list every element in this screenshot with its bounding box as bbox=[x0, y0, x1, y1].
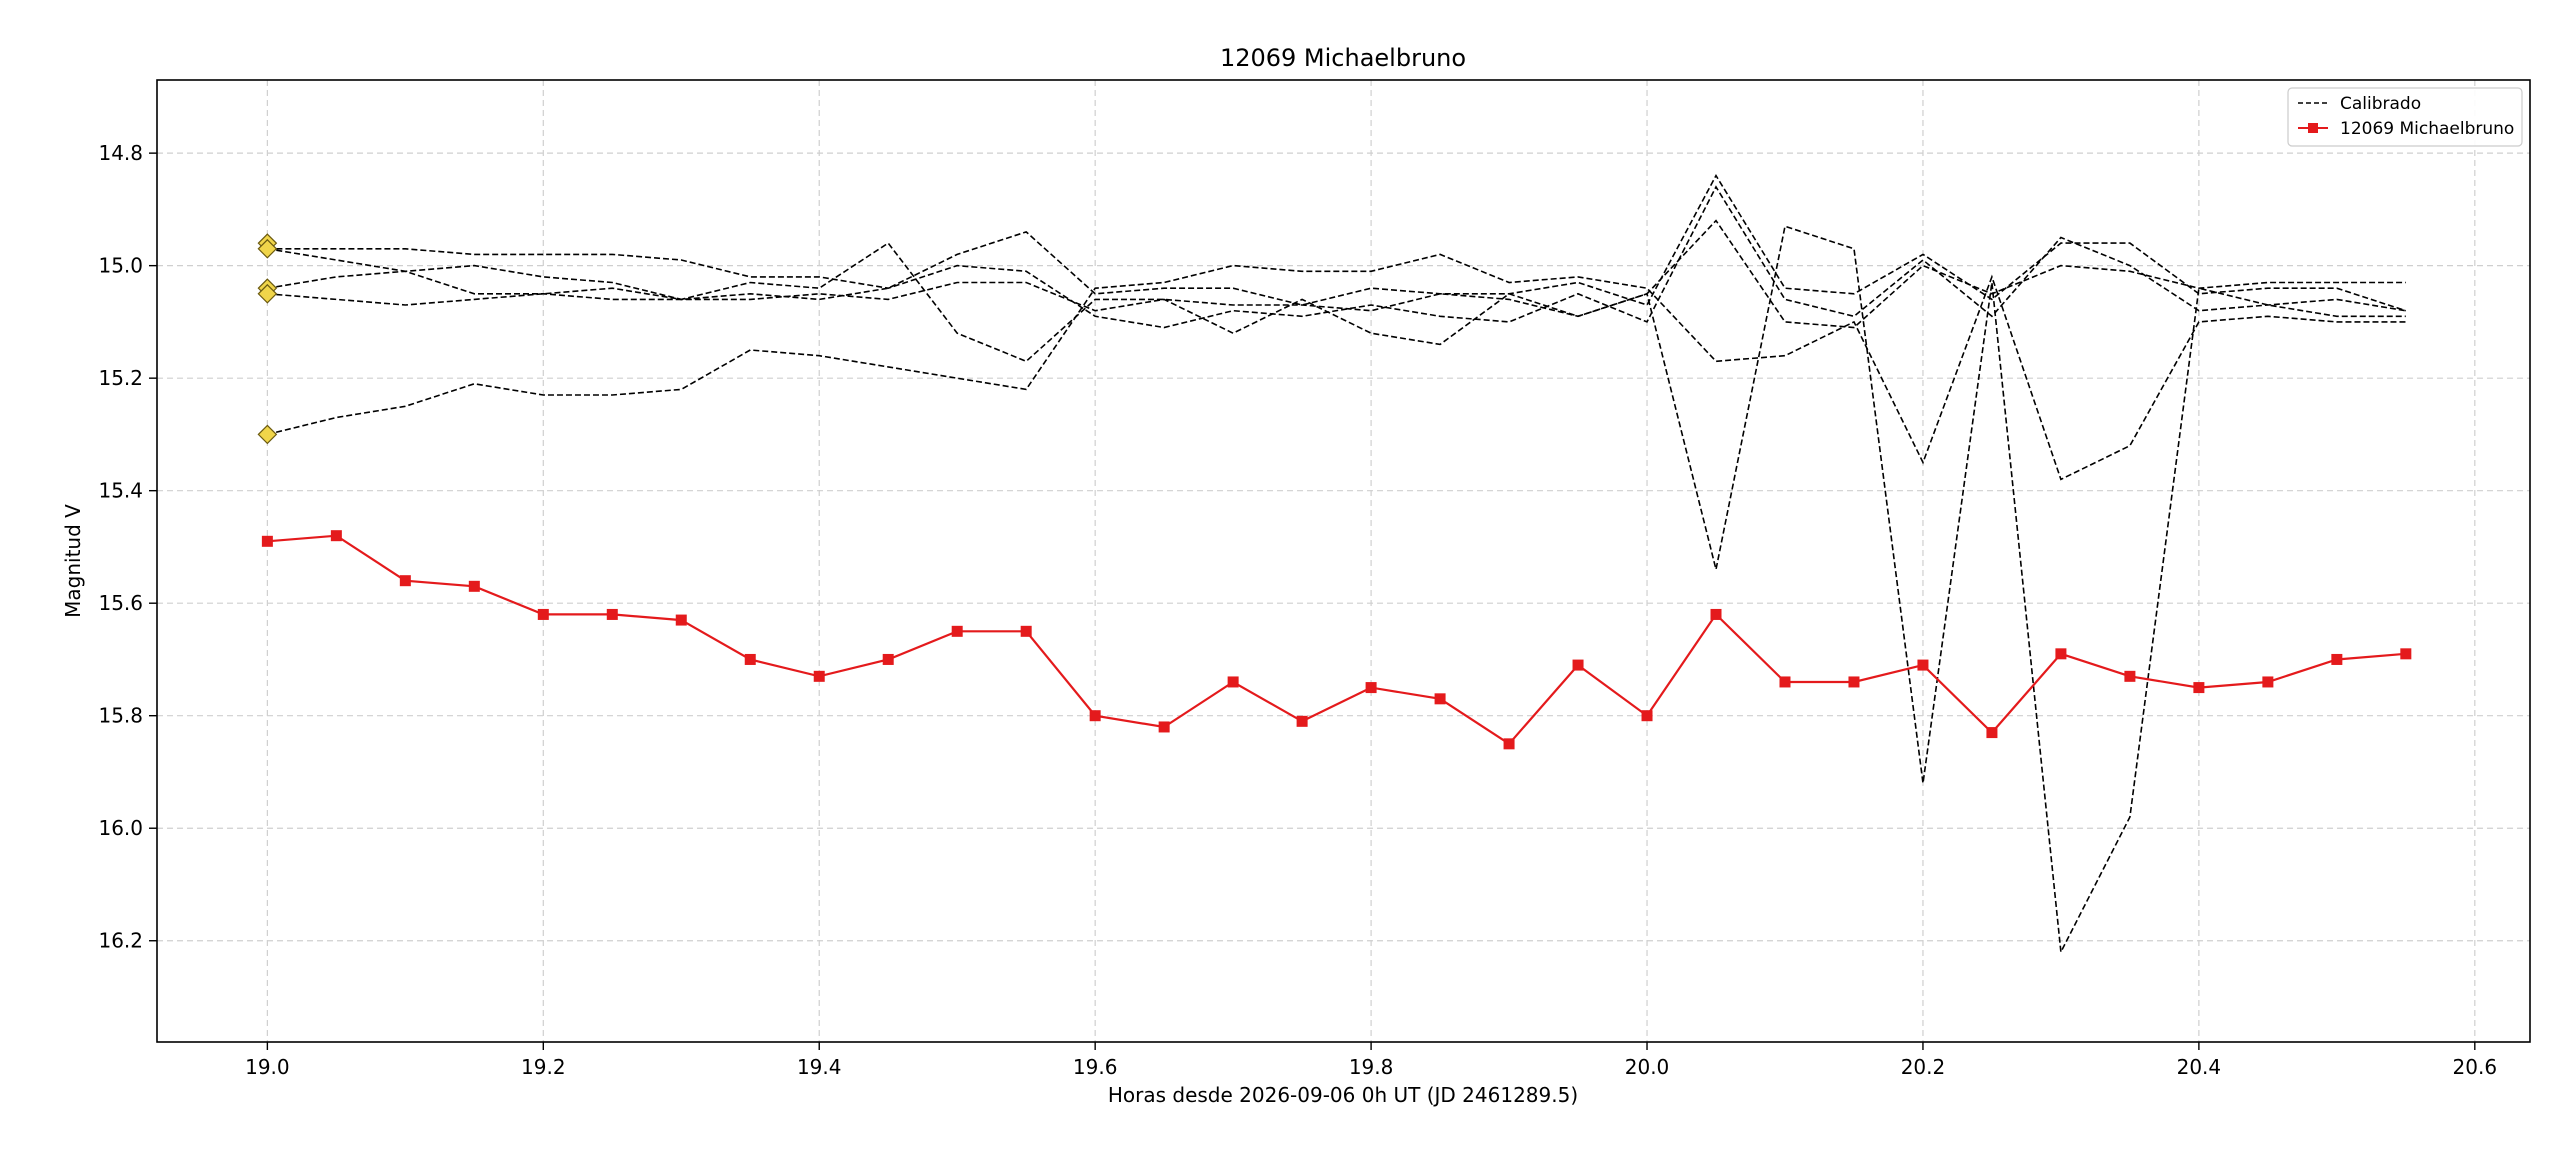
target-point bbox=[2262, 676, 2274, 688]
x-tick-label: 19.6 bbox=[1073, 1055, 1118, 1079]
target-point bbox=[2055, 648, 2067, 660]
target-point bbox=[1020, 625, 1032, 637]
y-tick-label: 15.2 bbox=[98, 366, 143, 390]
x-axis-label: Horas desde 2026-09-06 0h UT (JD 2461289… bbox=[1108, 1083, 1578, 1107]
x-tick-label: 19.4 bbox=[797, 1055, 842, 1079]
target-point bbox=[1503, 738, 1515, 750]
target-point bbox=[606, 608, 618, 620]
target-point bbox=[1365, 682, 1377, 694]
calibration-lines bbox=[267, 173, 2407, 955]
legend-target-label: 12069 Michaelbruno bbox=[2340, 119, 2514, 139]
y-tick-label: 15.0 bbox=[98, 254, 143, 278]
y-tick-label: 16.0 bbox=[98, 816, 143, 840]
target-point bbox=[1089, 710, 1101, 722]
target-point bbox=[882, 653, 894, 665]
y-axis-label: Magnitud V bbox=[61, 504, 85, 618]
start-markers bbox=[257, 233, 278, 445]
calibration-line bbox=[267, 185, 2406, 329]
y-tick-label: 14.8 bbox=[98, 141, 143, 165]
target-point bbox=[1986, 727, 1998, 739]
x-tick-label: 20.6 bbox=[2453, 1055, 2498, 1079]
target-point bbox=[813, 670, 825, 682]
target-point bbox=[1158, 721, 1170, 733]
target-point bbox=[261, 535, 273, 547]
target-point bbox=[1434, 693, 1446, 705]
target-point bbox=[1848, 676, 1860, 688]
x-tick-label: 19.0 bbox=[245, 1055, 290, 1079]
target-point bbox=[744, 653, 756, 665]
start-marker bbox=[257, 283, 278, 304]
target-point bbox=[330, 530, 342, 542]
target-series bbox=[261, 530, 2412, 750]
x-axis: 19.0 19.2 19.4 19.6 19.8 20.0 20.2 20.4 20.6 bbox=[245, 1042, 2497, 1079]
target-point bbox=[1641, 710, 1653, 722]
y-tick-label: 15.8 bbox=[98, 704, 143, 728]
y-tick-label: 15.6 bbox=[98, 591, 143, 615]
legend-target-marker bbox=[2308, 123, 2318, 133]
target-point bbox=[537, 608, 549, 620]
target-point bbox=[1917, 659, 1929, 671]
target-point bbox=[2124, 670, 2136, 682]
target-point bbox=[675, 614, 687, 626]
calibration-line bbox=[267, 225, 2406, 955]
legend-box bbox=[2287, 87, 2523, 147]
calibration-line bbox=[267, 219, 2406, 346]
x-tick-label: 20.4 bbox=[2177, 1055, 2222, 1079]
y-tick-label: 15.4 bbox=[98, 479, 143, 503]
y-tick-label: 16.2 bbox=[98, 929, 143, 953]
x-tick-label: 19.2 bbox=[521, 1055, 566, 1079]
target-point bbox=[2331, 653, 2343, 665]
start-marker bbox=[257, 424, 278, 445]
target-point bbox=[2193, 682, 2205, 694]
x-tick-label: 20.2 bbox=[1901, 1055, 1946, 1079]
target-point bbox=[1296, 715, 1308, 727]
chart-title: 12069 Michaelbruno bbox=[1220, 44, 1466, 72]
calibration-line bbox=[267, 253, 2406, 481]
target-point bbox=[1572, 659, 1584, 671]
target-point bbox=[399, 575, 411, 587]
target-point bbox=[1227, 676, 1239, 688]
legend-calibrado-label: Calibrado bbox=[2340, 94, 2421, 114]
target-point bbox=[468, 580, 480, 592]
target-line bbox=[267, 534, 2406, 746]
x-tick-label: 19.8 bbox=[1349, 1055, 1394, 1079]
target-point bbox=[951, 625, 963, 637]
calibration-line bbox=[267, 173, 2407, 312]
legend: Calibrado 12069 Michaelbruno bbox=[2287, 87, 2523, 147]
start-marker bbox=[257, 238, 278, 259]
grid bbox=[157, 80, 2530, 1042]
x-tick-label: 20.0 bbox=[1625, 1055, 1670, 1079]
y-axis: 14.8 15.0 15.2 15.4 15.6 15.8 16.0 16.2 bbox=[98, 141, 157, 953]
target-point bbox=[1710, 608, 1722, 620]
target-point bbox=[2400, 648, 2412, 660]
target-point bbox=[1779, 676, 1791, 688]
plot-frame bbox=[156, 79, 2531, 1043]
